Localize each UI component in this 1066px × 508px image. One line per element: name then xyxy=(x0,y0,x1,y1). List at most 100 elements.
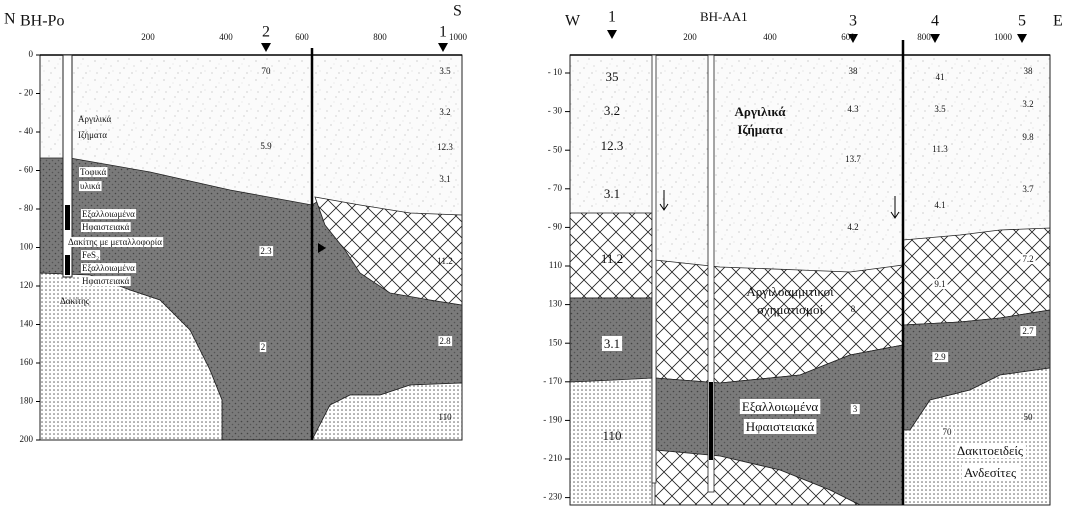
distance-tick: 1000 xyxy=(449,32,468,42)
label-background xyxy=(743,418,817,434)
marker-label: 1 xyxy=(439,24,447,41)
layer-label: 70 xyxy=(943,427,953,437)
layer-label: Τοφικά xyxy=(80,167,106,177)
orientation: N xyxy=(4,11,16,28)
marker-label: 5 xyxy=(1018,13,1026,30)
label-background xyxy=(940,427,954,438)
label-background xyxy=(81,276,131,287)
borehole-name: BH-AA1 xyxy=(700,9,748,24)
layer-label: Ηφαιστειακά xyxy=(746,419,815,434)
label-background xyxy=(259,246,274,257)
layer-label: Ηφαιστειακά xyxy=(82,276,130,286)
layer-label: 3.1 xyxy=(604,336,620,351)
distance-tick: 600 xyxy=(295,32,309,42)
clay-sand-layer xyxy=(314,196,463,306)
label-background xyxy=(961,464,1019,480)
layer-label: 7.2 xyxy=(1022,254,1033,264)
layer-label: 9.8 xyxy=(1022,132,1034,142)
depth-tick: - 40 xyxy=(19,126,34,136)
marker-label: 4 xyxy=(931,13,939,30)
layer-label: Αργιλοαμμιτικοί xyxy=(746,284,834,299)
distance-tick: 800 xyxy=(373,32,387,42)
clay-sand-layer xyxy=(902,227,1051,326)
label-background xyxy=(79,167,108,178)
layer-label: 3.7 xyxy=(1022,184,1034,194)
depth-tick: 130 xyxy=(549,299,563,309)
layer-label: Ιζήματα xyxy=(737,122,783,137)
layer-label: 35 xyxy=(606,69,619,84)
arrow xyxy=(318,243,326,253)
depth-tick: - 60 xyxy=(19,165,34,175)
distance-tick: 400 xyxy=(763,32,777,42)
layer-label: 2.9 xyxy=(934,352,946,362)
marker-label: 1 xyxy=(608,9,616,26)
orientation: S xyxy=(453,3,462,20)
depth-tick: 200 xyxy=(20,434,34,444)
marker xyxy=(1017,34,1027,43)
depth-tick: 0 xyxy=(29,49,34,59)
layer-label: 110 xyxy=(602,428,621,443)
depth-tick: - 80 xyxy=(19,203,34,213)
depth-tick: - 20 xyxy=(19,88,34,98)
distance-tick: 800 xyxy=(917,32,931,42)
depth-tick: 110 xyxy=(549,260,563,270)
depth-tick: 100 xyxy=(20,242,34,252)
label-background xyxy=(932,352,949,363)
layer-label: 2 xyxy=(261,342,266,352)
label-background xyxy=(739,398,821,414)
layer-label: 3.2 xyxy=(439,107,450,117)
depth-tick: - 50 xyxy=(548,144,563,154)
label-background xyxy=(259,342,267,353)
distance-tick: 200 xyxy=(141,32,155,42)
labels: N BH-Po S 2 1 200 400 600 800 1000 0 - 20 - 40 - 60 - … xyxy=(4,3,1063,502)
depth-tick: 180 xyxy=(20,396,34,406)
marker-label: 2 xyxy=(262,24,270,41)
layer-label: υλικά xyxy=(80,181,101,191)
label-background xyxy=(81,222,131,233)
layer-label: 11.2 xyxy=(437,256,452,266)
marker-label: 3 xyxy=(849,13,857,30)
depth-tick: - 70 xyxy=(548,183,563,193)
layer-label: 11.2 xyxy=(601,251,623,266)
layer-label: 13.7 xyxy=(845,154,861,164)
label-background xyxy=(850,404,860,415)
marker xyxy=(930,34,940,43)
label-background xyxy=(81,250,101,261)
layer-label: 11.3 xyxy=(932,144,948,154)
depth-tick: 120 xyxy=(20,280,34,290)
layer-label: 5.9 xyxy=(260,141,272,151)
orientation: W xyxy=(565,13,581,30)
layer-label: 4.3 xyxy=(847,104,859,114)
label-background xyxy=(601,335,623,351)
borehole-core xyxy=(709,382,713,460)
layer-label: Δακίτης xyxy=(60,296,90,306)
arrow xyxy=(659,190,669,211)
label-background xyxy=(67,237,164,248)
depth-tick: - 190 xyxy=(543,414,562,424)
borehole xyxy=(651,54,657,484)
layer-label: 3 xyxy=(853,404,858,414)
layer-label: FeS₂ xyxy=(82,250,99,260)
right-layers xyxy=(569,40,1051,506)
depth-tick: 150 xyxy=(549,337,563,347)
arrow xyxy=(890,196,900,219)
layer-label: Δακίτης με μεταλλοφορία xyxy=(68,237,162,247)
layer-label: 3.5 xyxy=(439,66,451,76)
label-background xyxy=(1020,326,1037,337)
borehole-core xyxy=(65,205,70,230)
layer-label: 50 xyxy=(1024,412,1034,422)
depth-tick: - 170 xyxy=(543,376,562,386)
layer-label: 12.3 xyxy=(601,138,624,153)
borehole-core xyxy=(65,255,70,275)
label-background xyxy=(438,336,453,347)
layer-label: 8 xyxy=(851,304,856,314)
depth-tick: - 10 xyxy=(548,67,563,77)
layer-label: 70 xyxy=(262,66,272,76)
layer-label: 2.7 xyxy=(1022,326,1034,336)
layer-label: 38 xyxy=(1024,66,1034,76)
layer-label: 2.8 xyxy=(439,336,451,346)
layer-label: 38 xyxy=(849,66,859,76)
borehole xyxy=(707,54,715,493)
label-background xyxy=(81,209,137,220)
